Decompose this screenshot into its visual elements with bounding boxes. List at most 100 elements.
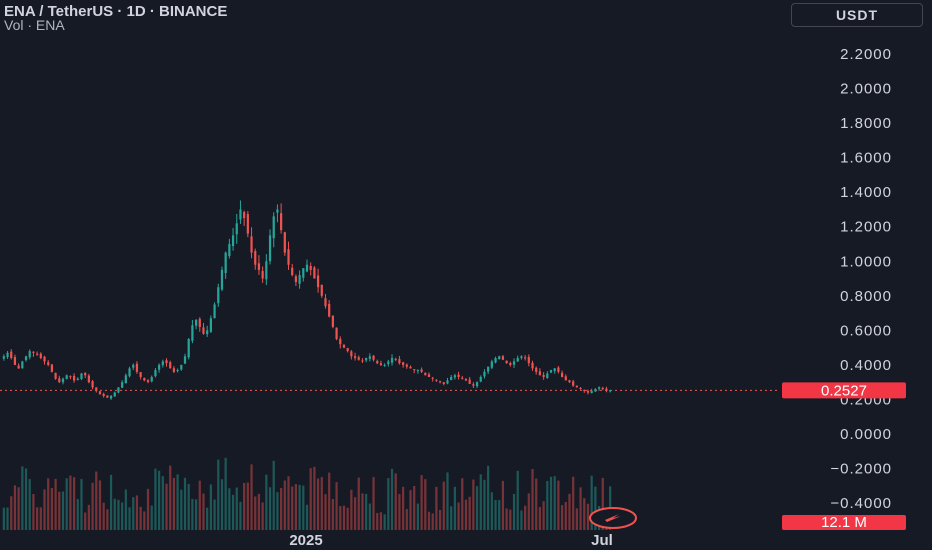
candle-body bbox=[446, 380, 449, 384]
volume-bar bbox=[239, 501, 242, 530]
candle-body bbox=[350, 351, 353, 357]
volume-bar bbox=[446, 472, 449, 530]
volume-bar bbox=[305, 504, 309, 530]
candle-body bbox=[520, 356, 523, 358]
volume-bar bbox=[268, 487, 272, 530]
volume-bar bbox=[346, 507, 349, 530]
volume-bar bbox=[206, 507, 209, 530]
candle-body bbox=[194, 320, 198, 326]
volume-bar bbox=[143, 511, 146, 530]
volume-bar bbox=[398, 494, 401, 530]
candle-body bbox=[39, 353, 42, 358]
candle-body bbox=[106, 395, 109, 398]
candle-body bbox=[339, 338, 342, 345]
volume-bar bbox=[102, 502, 105, 530]
volume-bar bbox=[416, 503, 420, 530]
candle-body bbox=[272, 216, 275, 239]
volume-bar bbox=[572, 476, 575, 530]
y-tick-label: 1.6000 bbox=[840, 150, 892, 167]
volume-bar bbox=[187, 483, 190, 530]
candle-body bbox=[560, 372, 564, 377]
candle-body bbox=[283, 232, 286, 253]
candlesticks bbox=[2, 200, 612, 400]
candle-body bbox=[494, 358, 497, 363]
candle-body bbox=[24, 356, 28, 361]
candle-body bbox=[413, 369, 416, 371]
candle-body bbox=[575, 385, 578, 388]
volume-bar bbox=[438, 509, 442, 530]
candle-body bbox=[36, 353, 39, 355]
volume-bar bbox=[590, 475, 593, 530]
candle-body bbox=[313, 267, 316, 279]
volume-bar bbox=[272, 460, 275, 530]
candle-body bbox=[169, 362, 172, 369]
volume-bar bbox=[113, 498, 116, 530]
y-tick-label: 0.8000 bbox=[840, 288, 892, 305]
volume-bar bbox=[172, 477, 176, 530]
volume-bar bbox=[553, 476, 556, 530]
candle-body bbox=[346, 348, 349, 352]
candle-body bbox=[316, 275, 320, 288]
candle-body bbox=[461, 377, 464, 379]
candle-body bbox=[450, 377, 453, 381]
time-axis[interactable]: 2025 Jul bbox=[289, 532, 613, 549]
flash-icon[interactable] bbox=[589, 507, 637, 529]
volume-bar bbox=[220, 479, 224, 530]
volume-bar bbox=[43, 489, 46, 530]
candle-body bbox=[128, 368, 131, 377]
volume-bar bbox=[379, 512, 383, 530]
candle-body bbox=[13, 357, 17, 365]
volume-bar bbox=[84, 512, 87, 530]
volume-bar bbox=[309, 468, 312, 530]
candle-body bbox=[28, 351, 31, 358]
volume-indicator-label[interactable]: Vol · ENA bbox=[4, 17, 65, 33]
candle-body bbox=[597, 387, 601, 389]
volume-bar bbox=[224, 457, 227, 530]
volume-bar bbox=[468, 496, 471, 530]
volume-bar bbox=[335, 482, 338, 530]
last-price-badge: 0.2527 bbox=[782, 382, 906, 399]
volume-bar bbox=[47, 478, 50, 530]
candle-body bbox=[487, 366, 490, 372]
candle-body bbox=[568, 380, 571, 383]
volume-bar bbox=[557, 480, 560, 530]
volume-bar bbox=[158, 470, 161, 530]
candle-body bbox=[546, 373, 549, 379]
volume-bar bbox=[357, 477, 360, 530]
candle-body bbox=[298, 275, 301, 284]
candle-body bbox=[172, 368, 176, 372]
volume-bar bbox=[6, 507, 9, 530]
volume-bar bbox=[501, 480, 505, 530]
candle-body bbox=[50, 364, 54, 372]
candle-body bbox=[202, 327, 205, 334]
volume-bar bbox=[586, 503, 590, 530]
volume-bar bbox=[254, 496, 257, 530]
candle-body bbox=[54, 372, 57, 379]
candle-body bbox=[324, 298, 327, 307]
candle-body bbox=[427, 374, 431, 377]
candle-body bbox=[398, 359, 401, 364]
candle-body bbox=[435, 379, 438, 381]
candle-body bbox=[490, 361, 493, 368]
currency-button[interactable]: USDT bbox=[791, 3, 923, 27]
volume-bar bbox=[291, 486, 294, 530]
volume-bar bbox=[424, 479, 427, 530]
volume-bar bbox=[313, 466, 316, 530]
candle-body bbox=[146, 380, 150, 383]
volume-bar bbox=[139, 506, 142, 530]
volume-bar bbox=[442, 481, 445, 530]
candle-body bbox=[161, 361, 164, 366]
price-axis[interactable]: 2.2000 2.0000 1.8000 1.6000 1.4000 1.2000 1.00… bbox=[830, 46, 892, 512]
y-tick-label: −0.4000 bbox=[830, 495, 892, 512]
candle-body bbox=[453, 375, 456, 378]
candle-body bbox=[95, 387, 98, 391]
candle-body bbox=[483, 371, 486, 377]
volume-bar bbox=[494, 499, 497, 530]
volume-bar bbox=[420, 475, 423, 530]
candle-body bbox=[69, 376, 72, 378]
candle-body bbox=[535, 367, 538, 372]
candle-body bbox=[209, 318, 212, 332]
candle-body bbox=[553, 368, 556, 372]
volume-bar bbox=[464, 499, 468, 530]
